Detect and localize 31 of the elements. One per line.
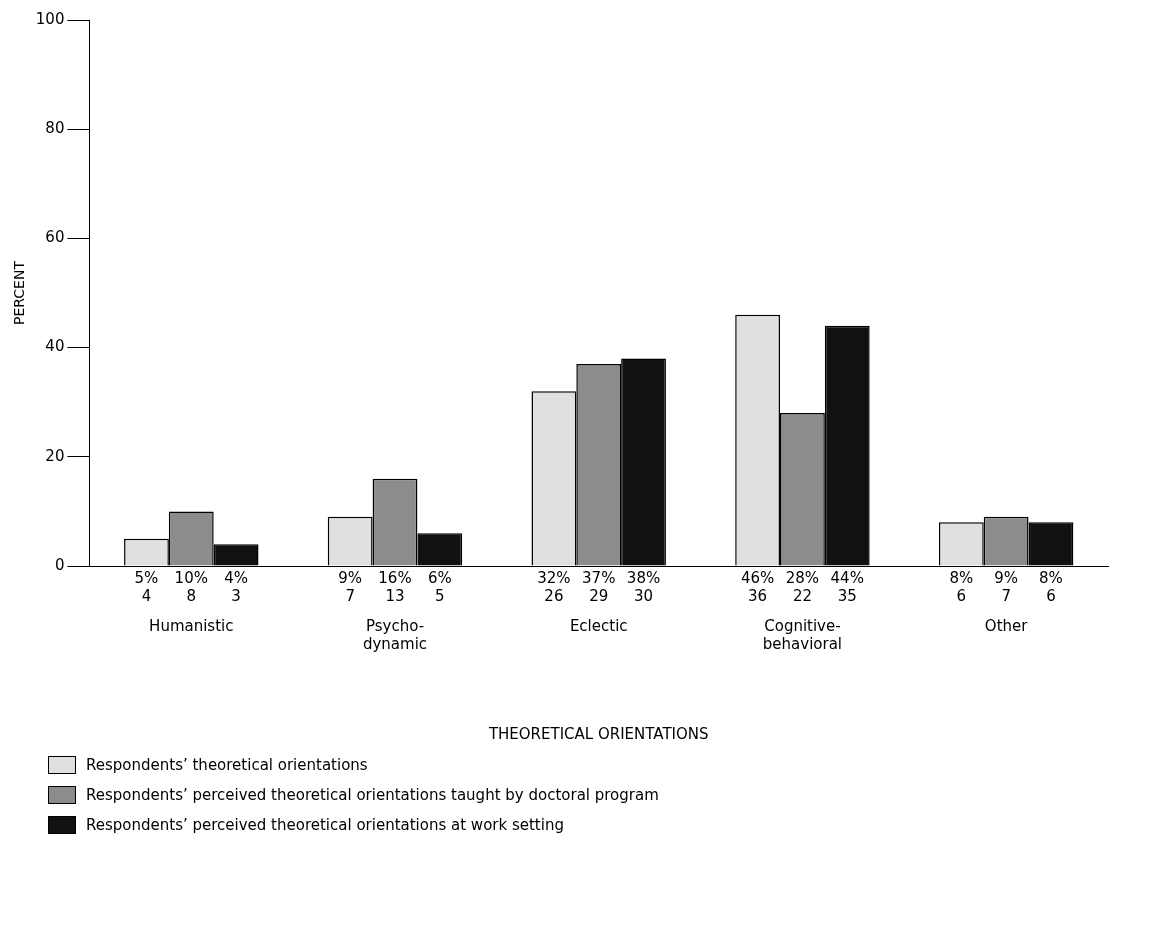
data-label: 5% 4 <box>134 569 159 606</box>
data-label: 32% 26 <box>537 569 571 606</box>
data-label: 8% 6 <box>949 569 974 606</box>
y-tick-label: 80 <box>45 119 65 138</box>
data-label: 44% 35 <box>830 569 864 606</box>
data-label: 10% 8 <box>174 569 208 606</box>
data-label: 8% 6 <box>1039 569 1063 606</box>
x-tick-label: Other <box>984 616 1029 635</box>
y-tick-label: 100 <box>35 9 65 28</box>
x-tick-label: Humanistic <box>149 616 234 635</box>
y-tick-label: 20 <box>45 446 65 465</box>
x-tick-label: Cognitive-behavioral <box>762 616 843 653</box>
data-label: 16% 13 <box>378 569 412 606</box>
y-tick-label: 60 <box>45 228 65 247</box>
legend-label: Respondents’ perceived theoretical orientations taught by doctoral program <box>86 786 659 804</box>
data-label: 4% 3 <box>224 569 248 606</box>
data-label: 38% 30 <box>626 569 661 606</box>
data-label: 28% 22 <box>785 569 820 606</box>
data-label: 37% 29 <box>582 569 616 606</box>
legend-label: Respondents’ theoretical orientations <box>86 756 368 774</box>
data-label: 46% 36 <box>740 569 775 606</box>
legend-label: Respondents’ perceived theoretical orientations at work setting <box>86 816 564 834</box>
data-label: 6% 5 <box>427 569 452 606</box>
x-tick-label: Eclectic <box>569 616 628 635</box>
y-tick-label: 40 <box>45 337 65 356</box>
x-axis-title: THEORETICAL ORIENTATIONS <box>487 724 709 743</box>
y-tick-label: 0 <box>54 555 65 574</box>
x-tick-label: Psycho-dynamic <box>362 616 428 653</box>
y-axis-title: PERCENT <box>11 260 28 325</box>
data-label: 9% 7 <box>338 569 363 606</box>
data-label: 9% 7 <box>994 569 1019 606</box>
